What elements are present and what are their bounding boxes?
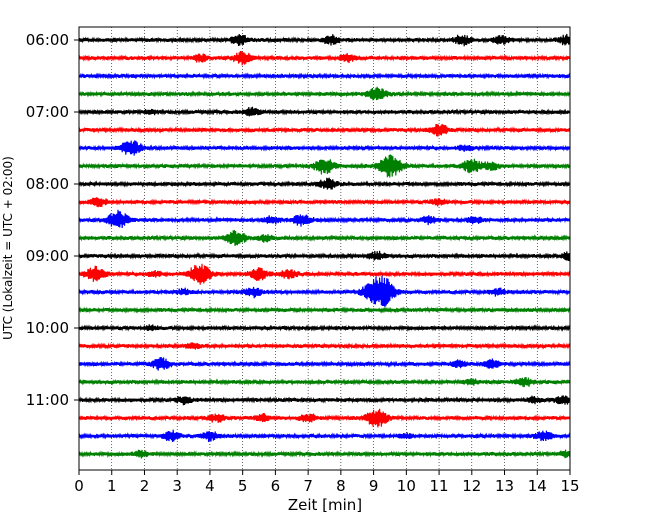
plot-frame	[78, 26, 571, 471]
trace-1000	[78, 324, 571, 332]
x-tick-label-7: 7	[303, 477, 313, 495]
trace-1130	[78, 429, 571, 443]
x-tick-label-11: 11	[430, 477, 449, 495]
trace-0715	[78, 123, 571, 137]
y-tick-label-0700: 07:00	[26, 103, 69, 121]
trace-1030	[78, 357, 571, 371]
trace-1015	[78, 342, 571, 350]
x-axis-ticks: 0 1 2 3 4 5 6 7 8 9 10 11 12 13 14 15	[74, 470, 580, 495]
grid-lines	[111, 27, 538, 470]
x-tick-label-14: 14	[528, 477, 547, 495]
trace-series	[78, 33, 571, 459]
trace-0915	[78, 263, 571, 285]
x-tick-label-3: 3	[172, 477, 182, 495]
y-axis-label: UTC (Lokalzeit = UTC + 02:00)	[1, 156, 15, 340]
trace-0745	[78, 154, 571, 178]
x-tick-label-12: 12	[462, 477, 481, 495]
x-axis-label: Zeit [min]	[288, 496, 362, 514]
y-tick-label-0900: 09:00	[26, 247, 69, 265]
x-tick-label-2: 2	[140, 477, 150, 495]
trace-0600	[78, 33, 571, 47]
x-tick-label-5: 5	[238, 477, 248, 495]
y-axis-ticks: 06:00 07:00 08:00 09:00 10:00 11:00	[26, 31, 79, 409]
x-tick-label-10: 10	[397, 477, 416, 495]
x-tick-label-4: 4	[205, 477, 215, 495]
x-tick-label-0: 0	[74, 477, 84, 495]
trace-0815	[78, 197, 571, 208]
trace-0845	[78, 230, 571, 247]
trace-0900	[78, 250, 571, 262]
trace-0730	[78, 140, 571, 156]
x-tick-label-1: 1	[107, 477, 117, 495]
trace-1145	[78, 449, 571, 459]
trace-1045	[78, 377, 571, 388]
x-tick-label-9: 9	[369, 477, 379, 495]
x-tick-label-15: 15	[560, 477, 579, 495]
trace-0645	[78, 86, 571, 101]
trace-0930	[78, 275, 571, 307]
trace-0700	[78, 106, 571, 117]
x-tick-label-6: 6	[271, 477, 281, 495]
trace-0800	[78, 177, 571, 190]
trace-1115	[78, 408, 571, 428]
trace-0830	[78, 209, 571, 228]
trace-0615	[78, 50, 571, 66]
x-tick-label-13: 13	[495, 477, 514, 495]
y-tick-label-1100: 11:00	[26, 391, 69, 409]
trace-0945	[78, 306, 571, 314]
y-tick-label-1000: 10:00	[26, 319, 69, 337]
x-tick-label-8: 8	[336, 477, 346, 495]
y-tick-label-0800: 08:00	[26, 175, 69, 193]
trace-0630	[78, 72, 571, 80]
trace-1100	[78, 395, 571, 406]
y-tick-label-0600: 06:00	[26, 31, 69, 49]
